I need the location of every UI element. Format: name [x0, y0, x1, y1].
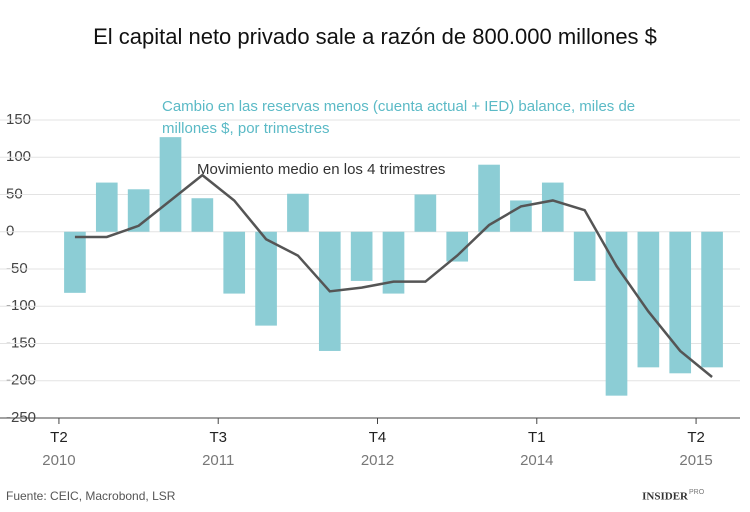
bar — [446, 231, 469, 262]
x-tick-year: 2010 — [42, 452, 75, 469]
y-tick-label: 100 — [6, 148, 31, 165]
logo: INSIDER — [642, 491, 689, 503]
logo-sup: PRO — [689, 489, 705, 496]
y-tick-label: -50 — [6, 260, 28, 277]
y-tick-label: -100 — [6, 297, 36, 314]
bar — [573, 231, 596, 281]
bar — [637, 231, 660, 368]
x-tick-label: T3 — [209, 429, 227, 446]
bar — [478, 164, 500, 232]
x-tick-label: T2 — [50, 429, 68, 446]
y-tick-label: 150 — [6, 111, 31, 128]
x-tick-label: T1 — [528, 429, 546, 446]
chart-title: El capital neto privado sale a razón de … — [93, 24, 657, 49]
y-tick-label: -250 — [6, 409, 36, 426]
x-tick-year: 2011 — [202, 452, 234, 469]
y-tick-label: 50 — [6, 185, 23, 202]
bar-label: millones $, por trimestres — [162, 120, 330, 137]
x-tick-year: 2012 — [361, 452, 394, 469]
bar — [159, 137, 182, 232]
y-tick-label: 0 — [6, 223, 14, 240]
line — [74, 173, 713, 378]
bar — [605, 231, 628, 396]
line-label: Movimiento medio en los 4 trimestres — [197, 161, 445, 178]
x-tick-year: 2014 — [520, 452, 553, 469]
bar — [541, 182, 564, 232]
bar — [669, 231, 692, 374]
bar — [350, 231, 373, 281]
bar — [287, 193, 309, 232]
bar-label: Cambio en las reservas menos (cuenta act… — [162, 98, 635, 115]
x-tick-label: T2 — [687, 429, 705, 446]
bar — [382, 231, 405, 294]
source: Fuente: CEIC, Macrobond, LSR — [6, 489, 176, 503]
bar — [414, 194, 437, 232]
x-tick-year: 2015 — [679, 452, 712, 469]
bar — [223, 231, 246, 294]
bar — [255, 231, 277, 326]
bar — [701, 231, 723, 368]
y-tick-label: -200 — [6, 372, 36, 389]
x-tick-label: T4 — [369, 429, 387, 446]
bar — [64, 231, 86, 293]
bar — [191, 198, 214, 232]
bar — [95, 182, 118, 232]
y-tick-label: -150 — [6, 334, 36, 351]
